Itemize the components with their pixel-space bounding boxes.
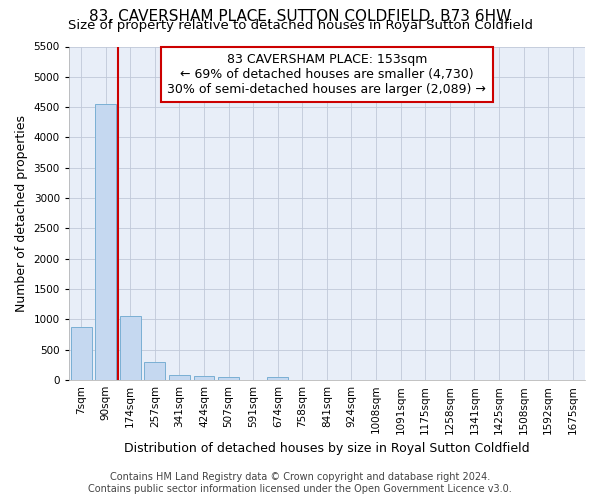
Text: 83 CAVERSHAM PLACE: 153sqm
← 69% of detached houses are smaller (4,730)
30% of s: 83 CAVERSHAM PLACE: 153sqm ← 69% of deta…	[167, 53, 487, 96]
Bar	[268, 377, 288, 380]
Bar	[194, 376, 214, 380]
Bar	[120, 316, 141, 380]
X-axis label: Distribution of detached houses by size in Royal Sutton Coldfield: Distribution of detached houses by size …	[124, 442, 530, 455]
Bar	[71, 326, 92, 380]
Text: Contains HM Land Registry data © Crown copyright and database right 2024.
Contai: Contains HM Land Registry data © Crown c…	[88, 472, 512, 494]
Y-axis label: Number of detached properties: Number of detached properties	[15, 115, 28, 312]
Bar	[95, 104, 116, 380]
Bar	[169, 375, 190, 380]
Bar	[145, 362, 166, 380]
Text: 83, CAVERSHAM PLACE, SUTTON COLDFIELD, B73 6HW: 83, CAVERSHAM PLACE, SUTTON COLDFIELD, B…	[89, 9, 511, 24]
Text: Size of property relative to detached houses in Royal Sutton Coldfield: Size of property relative to detached ho…	[67, 19, 533, 32]
Bar	[218, 377, 239, 380]
